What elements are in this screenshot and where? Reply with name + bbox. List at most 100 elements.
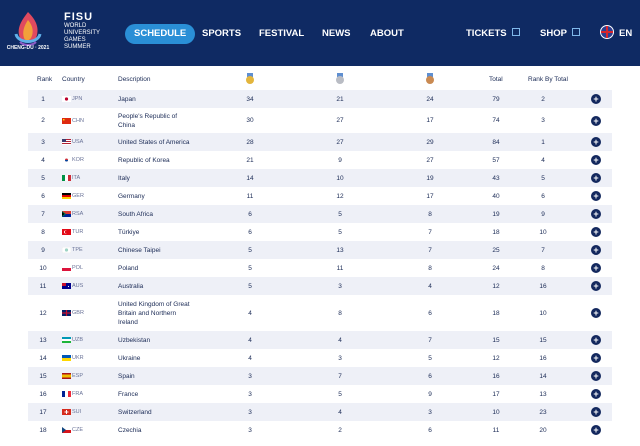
silver-count-cell: 5: [338, 228, 342, 236]
expand-row-button[interactable]: +: [591, 308, 601, 318]
medal-table: Rank Country Description Total Rank By T…: [28, 70, 612, 439]
table-row[interactable]: 14 UKR Ukraine 4 3 5 12 16 +: [28, 349, 612, 367]
table-row[interactable]: 12 GBR United Kingdom of Great Britain and …: [28, 295, 612, 331]
gold-count-cell: 11: [246, 192, 254, 200]
expand-row-button[interactable]: +: [591, 281, 601, 291]
aus-flag-icon: [62, 283, 71, 289]
expand-row-button[interactable]: +: [591, 263, 601, 273]
rank-by-total-cell: 5: [541, 174, 545, 182]
country-description-line: Czechia: [118, 426, 142, 434]
table-row[interactable]: 13 UZB Uzbekistan 4 4 7 15 15 +: [28, 331, 612, 349]
table-row[interactable]: 1 JPN Japan 34 21 24 79 2 +: [28, 90, 612, 108]
silver-count-cell: 3: [338, 354, 342, 362]
expand-row-button[interactable]: +: [591, 425, 601, 435]
country-code-cell: CHN: [72, 117, 84, 124]
gold-count-cell: 3: [248, 408, 252, 416]
gold-count-cell: 4: [248, 309, 252, 317]
expand-cell: +: [589, 169, 603, 187]
rank-cell: 5: [41, 174, 45, 182]
gold-count-cell: 6: [248, 210, 252, 218]
header-rank-by-total: Rank By Total: [528, 76, 568, 83]
expand-row-button[interactable]: +: [591, 209, 601, 219]
nav-about[interactable]: ABOUT: [370, 28, 404, 39]
nav-shop[interactable]: SHOP: [540, 24, 580, 44]
table-row[interactable]: 4 KOR Republic of Korea 21 9 27 57 4 +: [28, 151, 612, 169]
bronze-count-cell: 27: [426, 156, 434, 164]
country-description-line: South Africa: [118, 210, 154, 218]
expand-cell: +: [589, 205, 603, 223]
table-row[interactable]: 6 GER Germany 11 12 17 40 6 +: [28, 187, 612, 205]
expand-row-button[interactable]: +: [591, 173, 601, 183]
flag-cell: [62, 223, 71, 241]
country-description-line: Japan: [118, 95, 136, 103]
rank-by-total-cell: 13: [539, 390, 547, 398]
ita-flag-icon: [62, 175, 71, 181]
expand-row-button[interactable]: +: [591, 115, 601, 126]
expand-row-button[interactable]: +: [591, 407, 601, 417]
silver-count-cell: 5: [338, 390, 342, 398]
expand-row-button[interactable]: +: [591, 191, 601, 201]
expand-cell: +: [589, 367, 603, 385]
bronze-count-cell: 24: [426, 95, 434, 103]
total-cell: 16: [492, 372, 500, 380]
table-row[interactable]: 8 TUR Türkiye 6 5 7 18 10 +: [28, 223, 612, 241]
fisu-sub-1: World: [64, 23, 87, 29]
bronze-count-cell: 8: [428, 210, 432, 218]
gold-count-cell: 4: [248, 336, 252, 344]
nav-schedule[interactable]: SCHEDULE: [125, 24, 196, 44]
gold-count-cell: 3: [248, 372, 252, 380]
bronze-count-cell: 17: [426, 117, 434, 124]
table-row[interactable]: 18 CZE Czechia 3 2 6 11 20 +: [28, 421, 612, 439]
flag-cell: [62, 295, 71, 331]
expand-row-button[interactable]: +: [591, 371, 601, 381]
country-code-cell: KOR: [72, 157, 84, 163]
rank-cell: 17: [39, 408, 47, 416]
table-row[interactable]: 3 USA United States of America 28 27 29 84 1 +: [28, 133, 612, 151]
description-cell: Italy: [118, 169, 238, 187]
bronze-count-cell: 17: [426, 192, 434, 200]
fisu-brand[interactable]: FISU World University Games Summer: [64, 11, 100, 51]
silver-count-cell: 10: [336, 174, 344, 182]
expand-row-button[interactable]: +: [591, 335, 601, 345]
country-code-cell: AUS: [72, 283, 84, 289]
rank-by-total-cell: 16: [539, 282, 547, 290]
expand-row-button[interactable]: +: [591, 245, 601, 255]
expand-row-button[interactable]: +: [591, 155, 601, 165]
expand-cell: +: [589, 133, 603, 151]
expand-row-button[interactable]: +: [591, 137, 601, 147]
country-code-cell: TPE: [72, 247, 83, 253]
table-row[interactable]: 16 FRA France 3 5 9 17 13 +: [28, 385, 612, 403]
nav-festival[interactable]: FESTIVAL: [259, 28, 305, 39]
expand-row-button[interactable]: +: [591, 353, 601, 363]
table-row[interactable]: 7 RSA South Africa 6 5 8 19 9 +: [28, 205, 612, 223]
silver-count-cell: 7: [338, 372, 342, 380]
nav-tickets[interactable]: TICKETS: [466, 24, 520, 44]
expand-row-button[interactable]: +: [591, 94, 601, 104]
description-cell: Czechia: [118, 421, 238, 439]
table-row[interactable]: 2 CHN People's Republic of China 30 27 17 74 3 +: [28, 108, 612, 133]
gold-count-cell: 5: [248, 264, 252, 272]
flag-cell: [62, 90, 71, 108]
gold-count-cell: 4: [248, 354, 252, 362]
table-row[interactable]: 9 TPE Chinese Taipei 5 13 7 25 7 +: [28, 241, 612, 259]
bronze-count-cell: 7: [428, 246, 432, 254]
games-logo[interactable]: [6, 8, 50, 60]
description-cell: Australia: [118, 277, 238, 295]
language-switch[interactable]: EN: [600, 24, 632, 44]
site-header: CHENG-DU · 2021 FISU World University Ga…: [0, 0, 640, 66]
table-row[interactable]: 15 ESP Spain 3 7 6 16 14 +: [28, 367, 612, 385]
fisu-sub-3: Games: [64, 37, 86, 43]
ukr-flag-icon: [62, 355, 71, 361]
table-row[interactable]: 17 SUI Switzerland 3 4 3 10 23 +: [28, 403, 612, 421]
expand-row-button[interactable]: +: [591, 227, 601, 237]
nav-sports[interactable]: SPORTS: [202, 28, 242, 39]
table-row[interactable]: 11 AUS Australia 5 3 4 12 16 +: [28, 277, 612, 295]
expand-row-button[interactable]: +: [591, 389, 601, 399]
expand-cell: +: [589, 187, 603, 205]
country-code-cell: TUR: [72, 229, 84, 235]
rank-cell: 4: [41, 156, 45, 164]
table-row[interactable]: 5 ITA Italy 14 10 19 43 5 +: [28, 169, 612, 187]
table-row[interactable]: 10 POL Poland 5 11 8 24 8 +: [28, 259, 612, 277]
nav-news[interactable]: NEWS: [322, 28, 351, 39]
description-cell: Spain: [118, 367, 238, 385]
